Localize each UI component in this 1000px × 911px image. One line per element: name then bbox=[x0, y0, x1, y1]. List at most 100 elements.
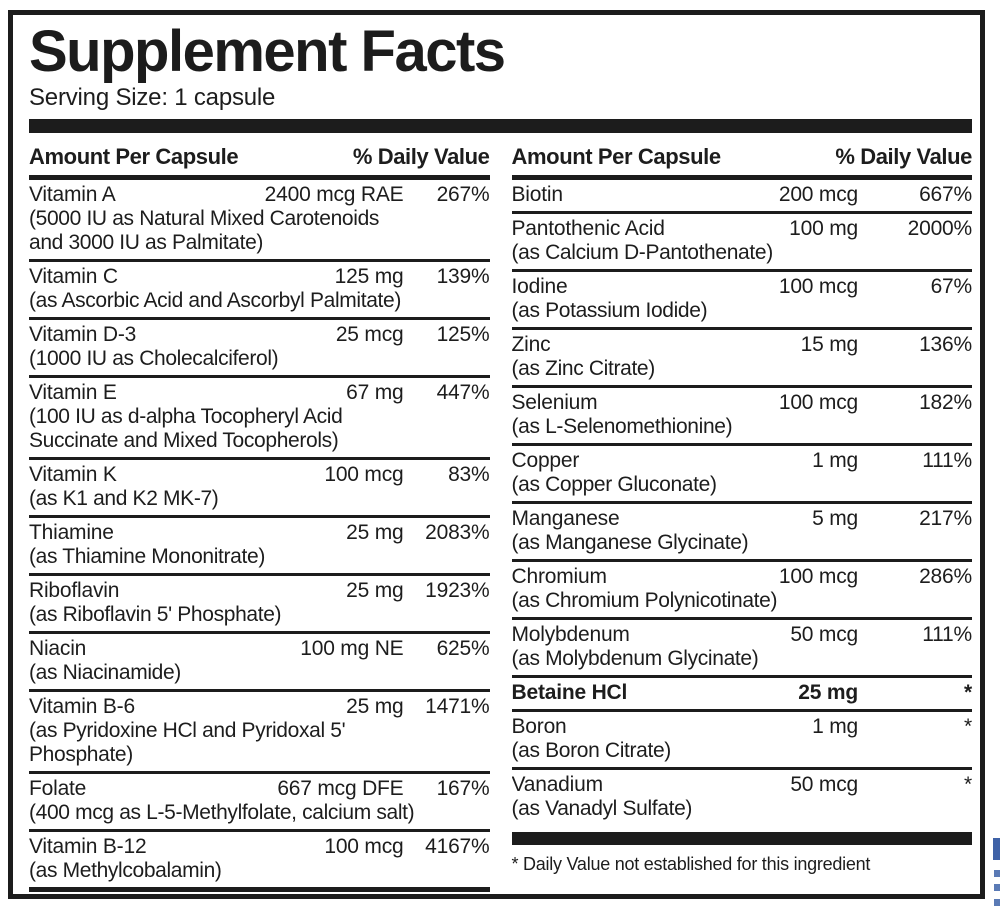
supplement-row: Biotin 200 mcg 667% bbox=[511, 180, 972, 214]
nutrient-source-line: (as Calcium D-Pantothenate) bbox=[511, 240, 774, 264]
supplement-row: Vitamin K 100 mcg 83% (as K1 and K2 MK-7) bbox=[29, 460, 490, 518]
nutrient-daily-value: 111% bbox=[922, 448, 972, 472]
column-right: Amount Per Capsule % Daily Value Biotin 2… bbox=[511, 133, 973, 892]
daily-value-footnote: * Daily Value not established for this i… bbox=[511, 853, 871, 874]
nutrient-amount: 15 mg bbox=[800, 332, 859, 356]
nutrient-source-line: (as L-Selenomethionine) bbox=[511, 414, 733, 438]
nutrient-amount: 667 mcg DFE bbox=[277, 776, 404, 800]
supplement-row: Chromium 100 mcg 286% (as Chromium Polynico… bbox=[511, 562, 973, 620]
nutrient-name: Copper bbox=[511, 448, 580, 472]
nutrient-name: Zinc bbox=[511, 332, 551, 356]
nutrient-main-line: Vitamin B-12 100 mcg 4167% bbox=[29, 834, 490, 859]
nutrient-source-line: (as Chromium Polynicotinate) bbox=[511, 588, 778, 612]
amount-header-label: Amount Per Capsule bbox=[511, 143, 722, 169]
nutrient-source-line: (1000 IU as Cholecalciferol) bbox=[29, 346, 279, 370]
nutrient-source-line: (as Niacinamide) bbox=[29, 660, 181, 684]
nutrient-daily-value: 111% bbox=[922, 622, 972, 646]
nutrient-main-line: Vitamin B-6 25 mg 1471% bbox=[29, 694, 490, 719]
nutrient-daily-value: * bbox=[964, 714, 972, 738]
nutrient-amount: 100 mcg bbox=[324, 462, 404, 486]
nutrient-amount: 1 mg bbox=[812, 448, 858, 472]
supplement-row: Copper 1 mg 111% (as Copper Gluconate) bbox=[511, 446, 973, 504]
nutrient-amount: 100 mg bbox=[789, 216, 858, 240]
nutrient-name: Betaine HCl bbox=[511, 680, 628, 704]
nutrient-source-line: Phosphate) bbox=[29, 742, 133, 766]
nutrient-daily-value: 625% bbox=[436, 636, 490, 660]
nutrient-name: Vitamin E bbox=[29, 380, 117, 404]
scan-edge-artifact bbox=[994, 899, 1000, 906]
nutrient-daily-value: 2083% bbox=[425, 520, 490, 544]
nutrient-main-line: Vitamin D-3 25 mcg 125% bbox=[29, 322, 490, 347]
column-left-entries: Vitamin A 2400 mcg RAE 267% (5000 IU as Nat… bbox=[29, 180, 490, 892]
column-left-header: Amount Per Capsule % Daily Value bbox=[29, 133, 490, 180]
nutrient-amount: 25 mg bbox=[346, 578, 404, 602]
daily-value-header-label: % Daily Value bbox=[835, 143, 972, 169]
nutrient-main-line: Riboflavin 25 mg 1923% bbox=[29, 578, 490, 603]
nutrient-name: Manganese bbox=[511, 506, 620, 530]
supplement-row: Molybdenum 50 mcg 111% (as Molybdenum Glyci… bbox=[511, 620, 972, 678]
nutrient-daily-value: 267% bbox=[436, 182, 490, 206]
nutrient-name: Boron bbox=[511, 714, 567, 738]
nutrient-amount: 125 mg bbox=[334, 264, 404, 288]
nutrient-source-line: (as Potassium Iodide) bbox=[511, 298, 708, 322]
nutrient-name: Niacin bbox=[29, 636, 87, 660]
nutrient-name: Thiamine bbox=[29, 520, 114, 544]
nutrient-amount: 25 mg bbox=[346, 520, 404, 544]
supplement-row: Vitamin D-3 25 mcg 125% (1000 IU as Choleca… bbox=[29, 320, 490, 378]
nutrient-name: Vitamin B-12 bbox=[29, 834, 147, 858]
nutrient-main-line: Betaine HCl 25 mg * bbox=[512, 680, 973, 705]
nutrient-daily-value: 139% bbox=[436, 264, 490, 288]
nutrient-daily-value: 83% bbox=[448, 462, 490, 486]
nutrient-daily-value: 667% bbox=[919, 182, 972, 206]
nutrient-amount: 100 mcg bbox=[778, 564, 858, 588]
supplement-row: Manganese 5 mg 217% (as Manganese Glycinate… bbox=[511, 504, 972, 562]
amount-header-label: Amount Per Capsule bbox=[29, 143, 239, 169]
nutrient-name: Molybdenum bbox=[511, 622, 630, 646]
nutrient-amount: 200 mcg bbox=[778, 182, 858, 206]
nutrient-source-line: (100 IU as d-alpha Tocopheryl Acid bbox=[29, 404, 343, 428]
nutrient-main-line: Pantothenic Acid 100 mg 2000% bbox=[512, 216, 973, 241]
supplement-row: Vitamin B-12 100 mcg 4167% (as Methylcobala… bbox=[29, 832, 490, 892]
nutrient-source-line: (as Methylcobalamin) bbox=[29, 858, 222, 882]
supplement-row: Vitamin A 2400 mcg RAE 267% (5000 IU as Nat… bbox=[29, 180, 490, 262]
scan-edge-artifact bbox=[994, 870, 1000, 877]
column-left: Amount Per Capsule % Daily Value Vitamin… bbox=[29, 133, 490, 892]
nutrient-source-line: (as Zinc Citrate) bbox=[511, 356, 656, 380]
daily-value-header-label: % Daily Value bbox=[352, 143, 490, 169]
nutrient-name: Riboflavin bbox=[29, 578, 120, 602]
nutrient-main-line: Vanadium 50 mcg * bbox=[512, 772, 973, 797]
nutrient-amount: 25 mg bbox=[346, 694, 404, 718]
nutrient-daily-value: 125% bbox=[436, 322, 490, 346]
nutrient-source-line: (as Molybdenum Glycinate) bbox=[511, 646, 759, 670]
nutrient-source-line: (as Manganese Glycinate) bbox=[511, 530, 749, 554]
nutrient-name: Biotin bbox=[511, 182, 564, 206]
nutrient-source-line: (as Boron Citrate) bbox=[511, 738, 672, 762]
nutrient-daily-value: 136% bbox=[919, 332, 972, 356]
supplement-row: Betaine HCl 25 mg * bbox=[511, 678, 973, 712]
nutrient-amount: 100 mg NE bbox=[300, 636, 404, 660]
nutrient-main-line: Vitamin A 2400 mcg RAE 267% bbox=[29, 182, 490, 207]
nutrient-source-line: Succinate and Mixed Tocopherols) bbox=[29, 428, 339, 452]
nutrient-name: Vitamin C bbox=[29, 264, 118, 288]
scan-edge-artifact bbox=[993, 838, 1000, 860]
footnote-divider-bar bbox=[511, 831, 972, 845]
nutrient-main-line: Chromium 100 mcg 286% bbox=[512, 564, 973, 589]
nutrient-source-line: (400 mcg as L-5-Methylfolate, calcium sa… bbox=[29, 800, 415, 824]
supplement-row: Pantothenic Acid 100 mg 2000% (as Calcium D… bbox=[511, 214, 973, 272]
nutrient-daily-value: 1471% bbox=[425, 694, 490, 718]
supplement-row: Vitamin C 125 mg 139% (as Ascorbic Acid and… bbox=[29, 262, 490, 320]
supplement-row: Vitamin E 67 mg 447% (100 IU as d-alpha Toc… bbox=[29, 378, 490, 460]
nutrient-source-line: (5000 IU as Natural Mixed Carotenoids bbox=[29, 206, 380, 230]
nutrient-amount: 2400 mcg RAE bbox=[264, 182, 404, 206]
nutrient-main-line: Copper 1 mg 111% bbox=[512, 448, 973, 473]
nutrient-daily-value: * bbox=[964, 680, 972, 704]
nutrient-name: Vitamin D-3 bbox=[29, 322, 137, 346]
nutrient-daily-value: * bbox=[964, 772, 972, 796]
nutrient-main-line: Iodine 100 mcg 67% bbox=[512, 274, 973, 299]
nutrient-daily-value: 182% bbox=[919, 390, 972, 414]
nutrient-daily-value: 67% bbox=[930, 274, 973, 298]
supplement-row: Vitamin B-6 25 mg 1471% (as Pyridoxine HCl … bbox=[29, 692, 490, 774]
nutrient-main-line: Zinc 15 mg 136% bbox=[512, 332, 973, 357]
nutrient-source-line: (as Ascorbic Acid and Ascorbyl Palmitate… bbox=[29, 288, 401, 312]
supplement-row: Iodine 100 mcg 67% (as Potassium Iodide) bbox=[511, 272, 973, 330]
